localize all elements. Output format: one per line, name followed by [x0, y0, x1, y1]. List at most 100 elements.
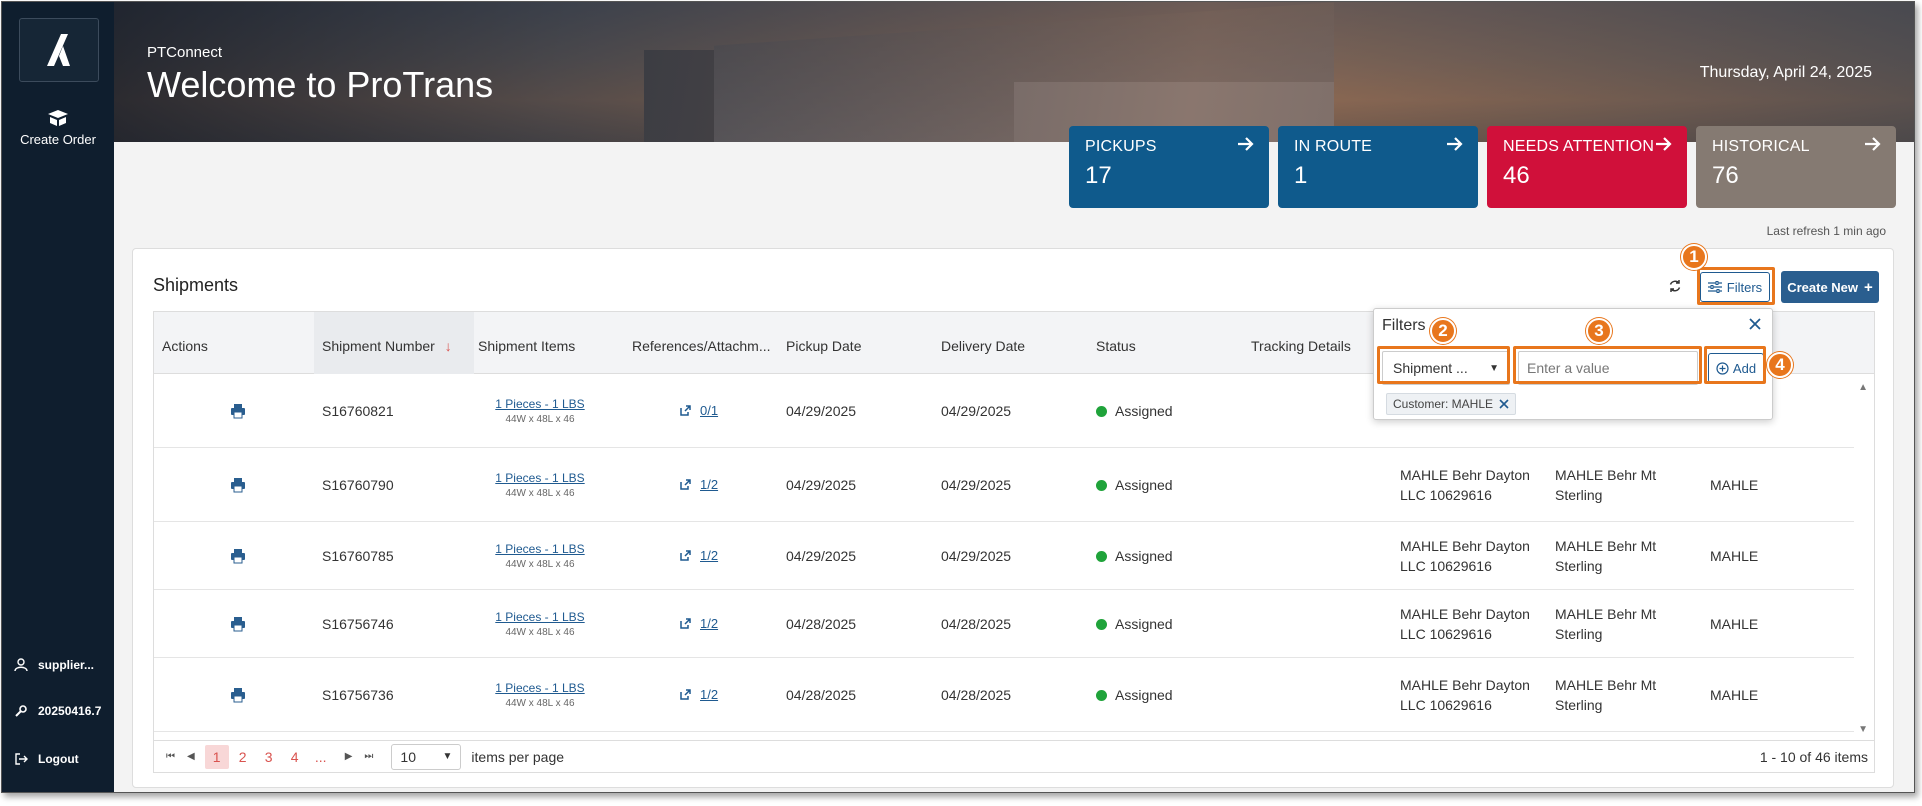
user-menu[interactable]: supplier... — [14, 658, 94, 672]
pager-summary: 1 - 10 of 46 items — [1759, 748, 1868, 765]
scroll-up-icon[interactable]: ▲ — [1858, 382, 1868, 393]
col-status[interactable]: Status — [1096, 338, 1136, 354]
col-delivery-date[interactable]: Delivery Date — [941, 338, 1026, 354]
origin: MAHLE Behr Dayton LLC 10629616 — [1400, 604, 1530, 644]
delivery-date: 04/29/2025 — [941, 477, 1012, 493]
pieces-link[interactable]: 1 Pieces - 1 LBS — [495, 542, 585, 556]
next-page-icon[interactable]: ▶ — [344, 751, 353, 762]
print-icon[interactable] — [230, 616, 246, 632]
shipment-number: S16760785 — [322, 548, 394, 564]
references-count: 0/1 — [700, 403, 719, 418]
arrow-right-icon — [1447, 137, 1463, 151]
col-actions[interactable]: Actions — [162, 338, 208, 354]
destination-line-2: Sterling — [1555, 697, 1603, 713]
pieces-link[interactable]: 1 Pieces - 1 LBS — [495, 681, 585, 695]
card-in-route[interactable]: IN ROUTE 1 — [1278, 126, 1478, 208]
table-row[interactable]: S16760790 1 Pieces - 1 LBS 44W x 48L x 46 1… — [154, 448, 1854, 522]
card-count: 1 — [1294, 162, 1308, 189]
origin-line-2: LLC 10629616 — [1400, 558, 1492, 574]
create-order-button[interactable]: Create Order — [2, 108, 114, 147]
card-historical[interactable]: HISTORICAL 76 — [1696, 126, 1896, 208]
table-row[interactable]: S16756736 1 Pieces - 1 LBS 44W x 48L x 46 1… — [154, 658, 1854, 732]
col-shipment-number-label: Shipment Number — [322, 338, 435, 354]
wrench-icon — [15, 705, 27, 717]
col-shipment-items[interactable]: Shipment Items — [478, 338, 576, 354]
pieces-link[interactable]: 1 Pieces - 1 LBS — [495, 471, 585, 485]
refresh-icon[interactable] — [1668, 279, 1682, 293]
origin: MAHLE Behr Dayton LLC 10629616 — [1400, 675, 1530, 715]
callout-highlight — [1704, 346, 1766, 384]
filter-value-input[interactable] — [1518, 351, 1698, 385]
table-row[interactable]: S16756746 1 Pieces - 1 LBS 44W x 48L x 46 1… — [154, 590, 1854, 658]
origin-line-2: LLC 10629616 — [1400, 697, 1492, 713]
references-link[interactable]: 1/2 — [679, 616, 718, 631]
references-link[interactable]: 0/1 — [679, 403, 718, 418]
page-4[interactable]: 4 — [290, 748, 299, 765]
sort-desc-icon: ↓ — [444, 338, 452, 354]
col-shipment-number[interactable]: Shipment Number ↓ — [322, 338, 452, 354]
first-page-icon[interactable]: ⏮ — [166, 751, 175, 762]
close-icon[interactable] — [1748, 317, 1762, 331]
status-dot — [1096, 618, 1107, 630]
destination: MAHLE Behr Mt Sterling — [1555, 536, 1656, 576]
pieces-link[interactable]: 1 Pieces - 1 LBS — [495, 610, 585, 624]
references-link[interactable]: 1/2 — [679, 687, 718, 702]
destination: MAHLE Behr Mt Sterling — [1555, 604, 1656, 644]
arrow-right-icon — [1238, 137, 1254, 151]
col-tracking[interactable]: Tracking Details — [1251, 338, 1351, 354]
dimensions: 44W x 48L x 46 — [505, 698, 575, 709]
callout-highlight — [1377, 346, 1510, 384]
create-order-label: Create Order — [20, 132, 96, 147]
filter-field-select[interactable]: Shipment ... ▼ — [1382, 351, 1510, 385]
origin-line-1: MAHLE Behr Dayton — [1400, 606, 1530, 622]
filter-chip: Customer: MAHLE — [1386, 393, 1517, 415]
col-references[interactable]: References/Attachm... — [632, 338, 771, 354]
page-3[interactable]: 3 — [264, 748, 273, 765]
prev-page-icon[interactable]: ◀ — [187, 751, 195, 762]
logo-mark-icon — [47, 34, 70, 66]
app-logo[interactable] — [19, 18, 99, 82]
status-badge: Assigned — [1096, 616, 1173, 632]
sorted-column-bg — [314, 312, 474, 374]
col-pickup-date[interactable]: Pickup Date — [786, 338, 862, 354]
arrow-right-icon — [1865, 137, 1881, 151]
destination-line-2: Sterling — [1555, 558, 1603, 574]
references-link[interactable]: 1/2 — [679, 548, 718, 563]
last-page-icon[interactable]: ⏭ — [364, 751, 374, 762]
print-icon[interactable] — [230, 477, 246, 493]
user-name: supplier... — [38, 658, 95, 672]
logout-icon — [15, 753, 28, 765]
table-row[interactable]: S16760785 1 Pieces - 1 LBS 44W x 48L x 46 1… — [154, 522, 1854, 590]
customer: MAHLE — [1710, 477, 1759, 493]
origin: MAHLE Behr Dayton LLC 10629616 — [1400, 465, 1530, 505]
origin-line-1: MAHLE Behr Dayton — [1400, 538, 1530, 554]
print-icon[interactable] — [230, 687, 246, 703]
filters-button[interactable]: Filters — [1700, 272, 1770, 302]
per-page-label: items per page — [471, 748, 565, 765]
status-label: Assigned — [1115, 687, 1173, 703]
scroll-down-icon[interactable]: ▼ — [1858, 724, 1868, 735]
page-more[interactable]: ... — [314, 748, 327, 765]
shipment-number: S16756736 — [322, 687, 394, 703]
dimensions: 44W x 48L x 46 — [505, 414, 575, 425]
page-1[interactable]: 1 — [204, 744, 229, 769]
shipment-items: 1 Pieces - 1 LBS 44W x 48L x 46 — [470, 397, 610, 425]
page-2[interactable]: 2 — [238, 748, 247, 765]
logout-button[interactable]: Logout — [14, 752, 79, 766]
per-page-select[interactable]: 10 ▼ — [391, 743, 462, 770]
card-count: 46 — [1503, 162, 1530, 189]
customer: MAHLE — [1710, 548, 1759, 564]
remove-chip-icon[interactable] — [1499, 399, 1509, 409]
delivery-date: 04/29/2025 — [941, 403, 1012, 419]
card-count: 76 — [1712, 162, 1739, 189]
print-icon[interactable] — [230, 403, 246, 419]
card-needs-attention[interactable]: NEEDS ATTENTION 46 — [1487, 126, 1687, 208]
delivery-date: 04/28/2025 — [941, 616, 1012, 632]
card-pickups[interactable]: PICKUPS 17 — [1069, 126, 1269, 208]
shipment-items: 1 Pieces - 1 LBS 44W x 48L x 46 — [470, 471, 610, 499]
print-icon[interactable] — [230, 548, 246, 564]
pieces-link[interactable]: 1 Pieces - 1 LBS — [495, 397, 585, 411]
references-link[interactable]: 1/2 — [679, 477, 718, 492]
destination: MAHLE Behr Mt Sterling — [1555, 465, 1656, 505]
create-new-button[interactable]: Create New + — [1781, 271, 1879, 303]
